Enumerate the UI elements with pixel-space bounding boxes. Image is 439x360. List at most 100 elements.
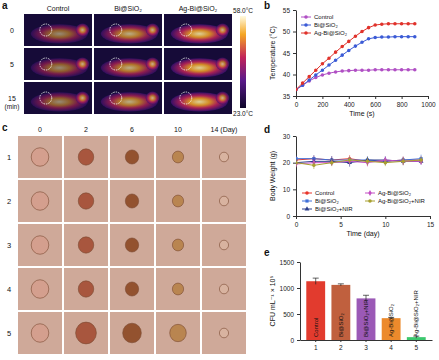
wound-photo [18,224,62,266]
tick: 1000 [421,96,436,108]
marker [380,22,384,26]
tick: 5 [339,216,343,228]
mouse-head [146,58,160,71]
legend-label: Ag-Bi@SiO₂+NIR [378,198,426,204]
tick: 45 [283,50,296,57]
marker [366,160,370,164]
line-chart: 0510150102030Time (day)Body Weight (g)Co… [269,133,434,238]
marker [393,35,397,39]
roi-circle [40,92,52,104]
wound-photo [156,268,200,310]
thermal-image [94,48,162,80]
marker [296,88,298,92]
axis-line [297,96,429,97]
marker [360,68,364,72]
tick-mark [322,96,323,99]
legend-marker [305,191,309,195]
wound [219,240,228,250]
error-bar [313,278,319,284]
photo-background [64,224,108,266]
legend-label: Bi@SiO₂ [314,22,338,28]
tick-label: 40 [283,71,291,78]
tick-label: 0 [295,221,299,228]
bar-chart: 12345050010001500CFU mL⁻¹ × 10⁵ControlBi… [269,259,433,351]
tick-mark [341,216,342,219]
marker [314,73,318,77]
tick-label: 0 [290,337,294,344]
image-background [164,14,232,46]
wound [172,283,183,295]
marker [314,68,318,72]
legend: ControlBi@SiO₂Ag-Bi@SiO₂ [301,14,348,36]
marker [384,161,388,165]
marker [360,40,364,44]
x-axis: 051015 [295,216,435,228]
tick-mark [293,75,296,76]
tick-mark [293,216,296,217]
bar [357,298,376,340]
marker [406,68,410,72]
marker [334,70,338,74]
image-background [164,82,232,114]
wound [78,149,93,165]
legend-marker [305,199,308,202]
row-label: 5 [7,329,11,338]
mouse-head [76,24,90,37]
marker [419,158,422,164]
photo-background [64,312,108,354]
legend-entry: Control [301,14,333,20]
bar-label: Ag-Bi@SiO₂+NIR [413,289,419,337]
marker [406,22,410,26]
tick-label: 45 [283,50,291,57]
marker [347,49,351,53]
wound [78,281,93,297]
marker [301,81,305,85]
photo-background [156,224,200,266]
y-axis-title: CFU mL⁻¹ × 10⁵ [269,276,276,327]
wound [125,150,138,164]
marker [334,59,338,63]
row-label: 3 [7,241,11,250]
roi-circle [180,58,192,70]
marker [393,68,397,72]
colorbar-label: 23.0°C [233,110,253,117]
tick: 200 [317,96,328,108]
roi-circle [110,92,122,104]
tick-label: 30 [283,133,291,140]
image-background [94,48,162,80]
tick-mark [366,340,367,342]
wound [219,152,228,162]
mouse-head [146,24,160,37]
tick-label: 200 [317,101,328,108]
tick: 0 [286,213,296,220]
tick: 40 [283,71,296,78]
tick: 0 [290,337,300,344]
column-header: 10 [174,126,182,133]
wound [172,195,183,207]
mouse-head [216,92,230,105]
tick-label: 20 [283,159,291,166]
bar-label: Ag-Bi@SiO₂ [388,303,394,337]
wound [31,236,49,254]
marker [327,71,331,75]
tick-mark [293,32,296,33]
column-header: 6 [130,126,134,133]
wound-photo [18,180,62,222]
tick: 800 [397,96,408,108]
wound-photo [110,224,154,266]
row-label: 5 [10,61,14,68]
wound [123,323,142,343]
mouse-head [216,24,230,37]
tick-label: 600 [370,101,381,108]
tick: 5 [414,340,418,351]
tick-label: 50 [283,28,291,35]
thermal-image [94,14,162,46]
thermal-images: ControlBi@SiO₂Ag-Bi@SiO₂0515(min)58.0°C2… [5,5,254,117]
marker [296,161,298,165]
marker [373,68,377,72]
panel-label: a [2,0,8,11]
x-axis-title: Time (s) [349,110,374,118]
marker [393,22,397,26]
x-axis: 02004006008001000 [295,96,436,108]
marker [387,22,391,26]
